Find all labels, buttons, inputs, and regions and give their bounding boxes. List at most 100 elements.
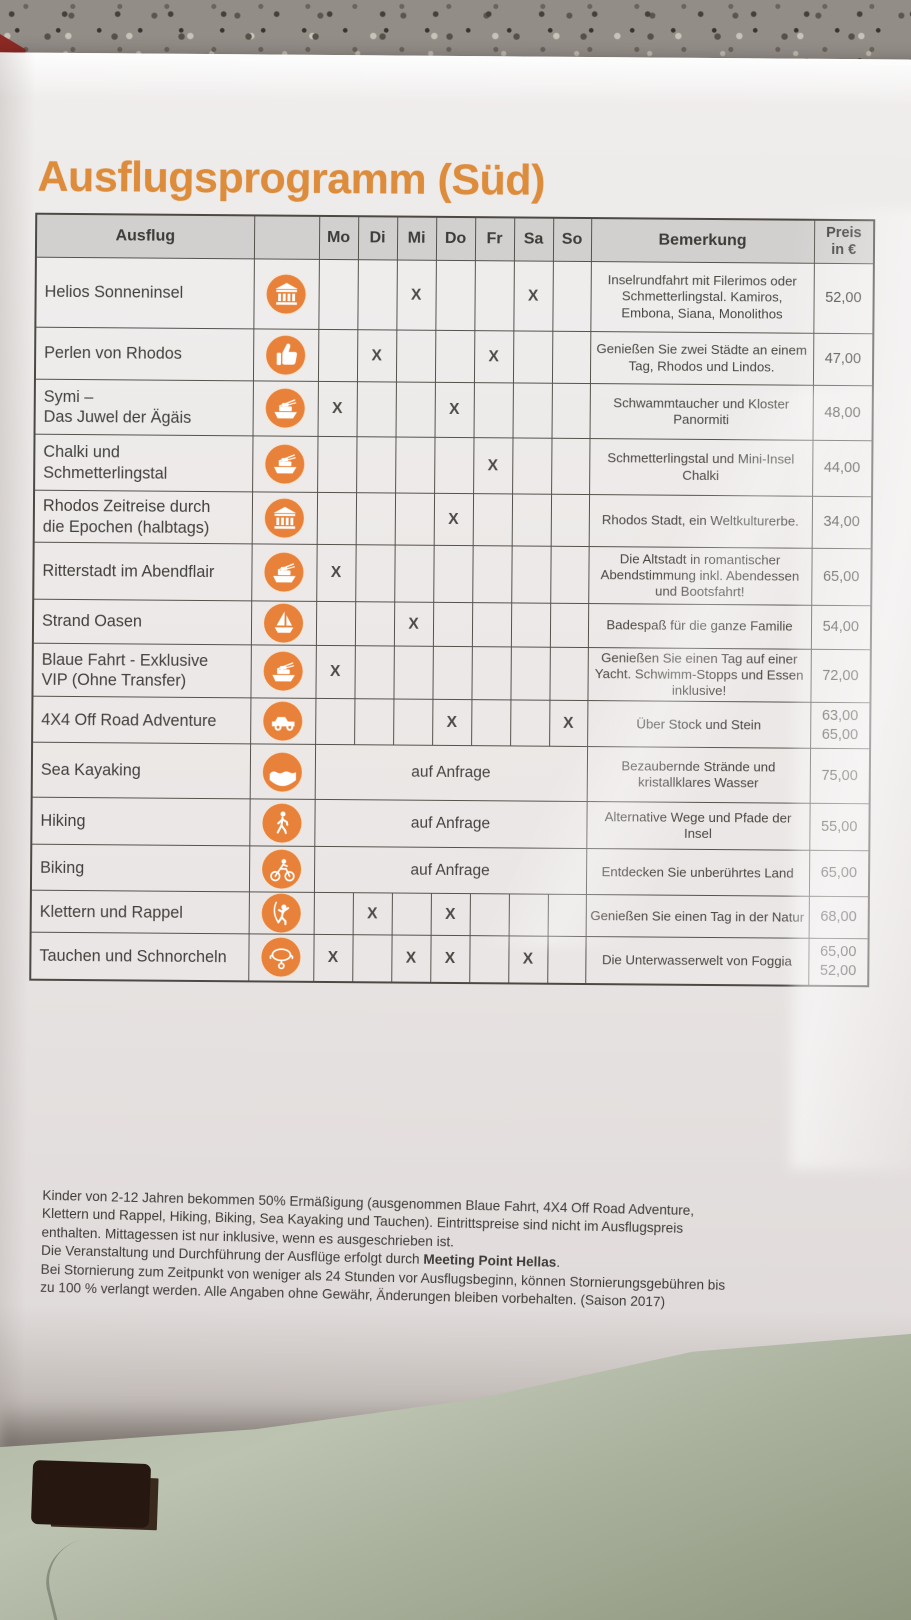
footnote-bold-text: Meeting Point Hellas — [423, 1252, 557, 1271]
table-row: Sea Kayaking auf Anfrage Bezaubernde Strän… — [31, 742, 871, 805]
day-cell-fr — [472, 493, 513, 546]
header-bemerkung: Bemerkung — [590, 218, 815, 264]
day-cell-fr — [471, 699, 511, 747]
day-cell-di: X — [356, 329, 397, 383]
temple-icon — [266, 274, 306, 314]
kayak-icon — [262, 752, 303, 792]
price-cell: 47,00 — [812, 333, 874, 386]
day-cell-di — [356, 436, 396, 494]
ferry-icon — [263, 651, 303, 692]
page-title: Ausflugsprogramm (Süd) — [37, 152, 546, 205]
ferry-icon — [265, 444, 305, 484]
price-value: 65,00 — [820, 865, 858, 882]
day-cell-mi: X — [391, 935, 431, 983]
table-row: Biking auf Anfrage Entdecken Sie unberührt… — [30, 844, 870, 898]
day-cell-so — [551, 438, 590, 495]
day-cell-do — [435, 260, 475, 331]
excursion-name-cell: Symi – Das Juwel der Ägäis — [34, 379, 253, 436]
price-value: 65,00 — [821, 726, 859, 743]
price-cell: 65,00 52,00 — [808, 938, 869, 987]
excursion-name-cell: Sea Kayaking — [31, 742, 251, 800]
day-cell-sa — [510, 646, 550, 701]
day-cell-sa: X — [513, 260, 553, 332]
table-row: Ritterstadt im Abendflair X Die Altstadt i… — [33, 542, 872, 606]
remark-cell: Genießen Sie einen Tag in der Natur — [585, 894, 809, 939]
price-cell: 68,00 — [808, 896, 869, 940]
header-fr: Fr — [474, 217, 515, 261]
price-value: 63,00 — [821, 707, 859, 725]
sailboat-icon — [263, 603, 304, 643]
table-row: Rhodos Zeitreise durch die Epochen (halb… — [33, 490, 873, 549]
header-di: Di — [357, 216, 398, 261]
remark-cell: Schwammtaucher und Kloster Panormiti — [589, 383, 813, 441]
remark-cell: Bezaubernde Strände und kristallklares W… — [586, 746, 811, 804]
jeep-icon — [263, 701, 303, 741]
day-cell-sa: X — [508, 936, 548, 984]
table-row: Chalki und Schmetterlingstal X Schmetterli… — [34, 434, 873, 497]
day-cell-sa — [511, 493, 552, 547]
day-cell-mi: X — [396, 260, 436, 331]
day-cell-mo — [317, 329, 358, 382]
remark-cell: Alternative Wege und Pfade der Insel — [586, 801, 810, 851]
price-value: 75,00 — [821, 767, 858, 785]
table-row: Strand Oasen X Badespaß für die ganze Fami… — [32, 599, 872, 650]
price-cell: 44,00 — [812, 440, 873, 497]
price-cell: 48,00 — [812, 385, 873, 441]
on-request-cell: auf Anfrage — [313, 846, 587, 895]
remark-cell: Entdecken Sie unberührtes Land — [585, 848, 810, 897]
icon-cell — [248, 934, 314, 982]
day-cell-so — [551, 383, 590, 439]
day-cell-sa — [508, 894, 548, 937]
day-cell-mi — [393, 646, 433, 700]
excursion-name-cell: Ritterstadt im Abendflair — [33, 542, 252, 601]
on-request-cell: auf Anfrage — [314, 744, 588, 802]
day-cell-sa — [512, 330, 553, 384]
icon-cell — [249, 744, 316, 800]
day-cell-di — [354, 698, 394, 746]
excursion-name-cell: Helios Sonneninsel — [35, 257, 254, 329]
price-cell: 65,00 — [811, 548, 872, 606]
climber-icon — [261, 893, 301, 933]
day-cell-di: X — [352, 892, 392, 936]
header-mi: Mi — [396, 216, 437, 261]
day-cell-so — [547, 936, 586, 984]
excursion-name-cell: Tauchen und Schnorcheln — [30, 932, 249, 982]
day-cell-di — [356, 381, 396, 438]
day-cell-di — [354, 645, 394, 700]
day-cell-sa — [512, 437, 552, 495]
price-value: 52,00 — [825, 289, 862, 307]
day-cell-fr — [471, 646, 511, 701]
day-cell-do: X — [433, 493, 474, 546]
day-cell-mo — [317, 436, 357, 493]
price-value: 68,00 — [820, 909, 857, 926]
day-cell-di — [357, 259, 397, 331]
day-cell-mo — [315, 698, 355, 745]
remark-cell: Genießen Sie einen Tag auf einer Yacht. … — [587, 647, 811, 703]
thumbs-up-icon — [266, 335, 306, 375]
day-cell-fr: X — [473, 437, 513, 494]
day-cell-mo: X — [313, 934, 353, 982]
icon-cell — [248, 892, 314, 935]
table-row: Helios Sonneninsel X X Inselrundfahrt mit F… — [35, 257, 874, 334]
table-header-row: Ausflug Mo Di Mi Do Fr Sa So Bemerkung P… — [35, 213, 875, 264]
day-cell-so: X — [549, 700, 588, 747]
excursion-name-cell: Blaue Fahrt - Exklusive VIP (Ohne Transf… — [32, 643, 251, 699]
day-cell-sa — [511, 545, 551, 604]
day-cell-fr — [471, 602, 512, 647]
day-cell-fr: X — [473, 330, 514, 383]
day-cell-sa — [510, 602, 551, 648]
day-cell-mi — [395, 382, 435, 438]
icon-cell — [250, 644, 316, 699]
day-cell-di — [355, 492, 396, 546]
day-cell-do — [434, 437, 474, 494]
table-row: Hiking auf Anfrage Alternative Wege und Pf… — [31, 797, 870, 852]
day-cell-fr — [469, 893, 509, 937]
remark-cell: Über Stock und Stein — [587, 700, 811, 749]
header-ausflug: Ausflug — [35, 213, 255, 259]
price-value: 54,00 — [822, 618, 859, 636]
footnote-text: . — [556, 1255, 561, 1271]
on-request-cell: auf Anfrage — [314, 799, 587, 849]
header-preis-line2: in € — [831, 241, 857, 259]
price-value: 47,00 — [824, 350, 862, 368]
remark-cell: Die Unterwasserwelt von Foggia — [585, 936, 809, 986]
